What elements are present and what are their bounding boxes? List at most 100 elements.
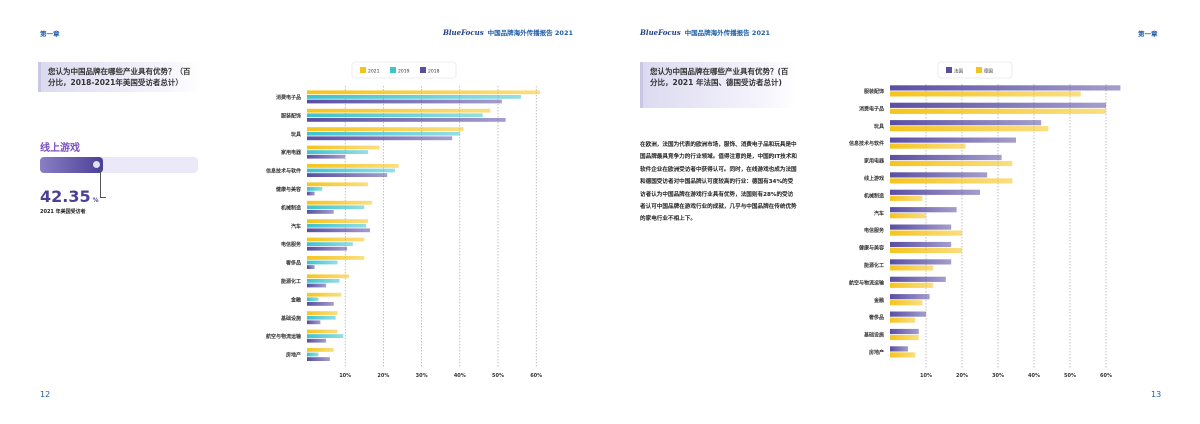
us-industry-advantage-chart: 10% 20% 30% 40% 50% 60% 2021 2019 2018 消费电子品服装配饰玩… [266, 61, 542, 379]
category-label: 奢侈品 [285, 260, 301, 267]
legend-swatch [976, 67, 982, 73]
bar-法国 [890, 172, 988, 178]
x-tick-label: 60% [530, 373, 542, 379]
category-label: 基础设施 [280, 315, 301, 322]
bar-德国 [890, 317, 916, 323]
x-tick-label: 20% [956, 373, 968, 379]
x-tick-label: 40% [1028, 373, 1040, 379]
category-label: 玩具 [874, 123, 884, 130]
x-tick-label: 60% [1100, 373, 1112, 379]
bar-2018 [307, 320, 321, 325]
x-tick-label: 30% [992, 373, 1004, 379]
highlight-progress-fill [40, 157, 103, 173]
category-label: 服装配饰 [864, 88, 884, 95]
bar-法国 [890, 328, 919, 335]
legend-box [937, 61, 1013, 79]
x-tick-label: 10% [920, 373, 932, 379]
bar-2018 [307, 210, 334, 214]
callout-tick [100, 197, 106, 198]
category-label: 家用电器 [864, 158, 885, 165]
bar-法国 [890, 207, 957, 213]
bar-德国 [890, 160, 1013, 167]
category-label: 消费电子品 [859, 105, 884, 112]
legend-swatch [360, 67, 366, 73]
bar-法国 [890, 241, 952, 248]
bar-2018 [307, 118, 506, 122]
highlight-value: 42.35% [40, 187, 99, 206]
question-box: 您认为中国品牌在哪些产业具有优势？(百分比，2021 年法国、德国受访者总计) [640, 62, 796, 108]
x-tick-label: 50% [492, 373, 504, 379]
bar-法国 [890, 102, 1106, 108]
category-label: 奢侈品 [868, 314, 884, 321]
bar-2019 [307, 315, 336, 320]
bar-2018 [307, 173, 388, 177]
bar-德国 [890, 143, 966, 149]
report-title: 中国品牌海外传播报告 2021 [684, 29, 771, 37]
progress-knob [93, 161, 100, 168]
x-tick-label: 10% [339, 373, 351, 379]
bar-2019 [307, 131, 460, 136]
bar-2021 [307, 200, 372, 205]
bar-2018 [307, 136, 453, 141]
brand-logo: BlueFocus [442, 28, 484, 37]
category-label: 能源化工 [281, 278, 301, 285]
body-paragraph: 在欧洲，法国为代表的欧洲市场，服饰、消费电子品和玩具是中国品牌最具竞争力的行业领… [640, 142, 797, 223]
category-label: 能源化工 [864, 262, 884, 269]
bar-法国 [890, 346, 908, 352]
bar-2018 [307, 99, 502, 104]
bar-法国 [890, 154, 1002, 161]
legend-label: 2019 [398, 69, 410, 75]
legend-swatch [420, 67, 426, 73]
bar-2021 [307, 127, 464, 131]
category-label: 机械制造 [863, 192, 885, 199]
bar-2021 [307, 274, 350, 279]
bar-德国 [890, 126, 1049, 132]
bar-2019 [307, 205, 365, 210]
bar-德国 [890, 282, 934, 288]
bar-德国 [890, 91, 1081, 97]
bar-2018 [307, 191, 315, 196]
category-label: 家用电器 [281, 149, 302, 156]
bar-2019 [307, 297, 319, 302]
bar-2021 [307, 145, 380, 150]
highlight-progress-track [40, 157, 198, 173]
chapter-label: 第一章 [1138, 30, 1158, 38]
category-label: 信息技术与软件 [849, 140, 884, 147]
legend-box [351, 61, 457, 79]
bar-德国 [890, 213, 926, 219]
bar-2018 [307, 338, 327, 343]
page-header: BlueFocus 中国品牌海外传播报告 2021 [443, 27, 573, 37]
x-tick-label: 50% [1064, 373, 1076, 379]
highlight-label: 线上游戏 [40, 143, 80, 154]
bar-德国 [890, 265, 934, 271]
bar-法国 [890, 189, 980, 195]
bar-2019 [307, 223, 367, 228]
bar-法国 [890, 276, 946, 282]
bar-2019 [307, 113, 483, 118]
bar-法国 [890, 294, 930, 300]
bar-德国 [890, 352, 916, 358]
category-label: 健康与美容 [859, 245, 884, 252]
category-label: 健康与美容 [276, 186, 301, 193]
bar-2021 [307, 182, 369, 187]
category-label: 消费电子品 [276, 94, 301, 101]
bar-2018 [307, 265, 315, 269]
category-label: 机械制造 [280, 204, 302, 211]
bar-2019 [307, 334, 344, 338]
bar-2021 [307, 108, 491, 113]
category-label: 电信服务 [281, 241, 302, 248]
bar-德国 [890, 334, 919, 341]
category-label: 航空与物流运输 [849, 279, 885, 286]
category-label: 信息技术与软件 [266, 168, 301, 175]
bar-2021 [307, 256, 365, 260]
category-label: 电信服务 [864, 227, 885, 234]
fr-de-industry-advantage-chart: 10% 20% 30% 40% 50% 60% 法国 德国服装配饰消费电子品玩具信息技术与软件… [849, 61, 1121, 379]
highlight-number: 42.35 [40, 187, 91, 206]
bar-2019 [307, 168, 395, 173]
bar-德国 [890, 230, 962, 236]
bar-2018 [307, 246, 348, 251]
bar-2019 [307, 260, 338, 265]
category-label: 金融 [873, 297, 884, 304]
bar-2021 [307, 329, 338, 334]
bar-2021 [307, 164, 399, 168]
